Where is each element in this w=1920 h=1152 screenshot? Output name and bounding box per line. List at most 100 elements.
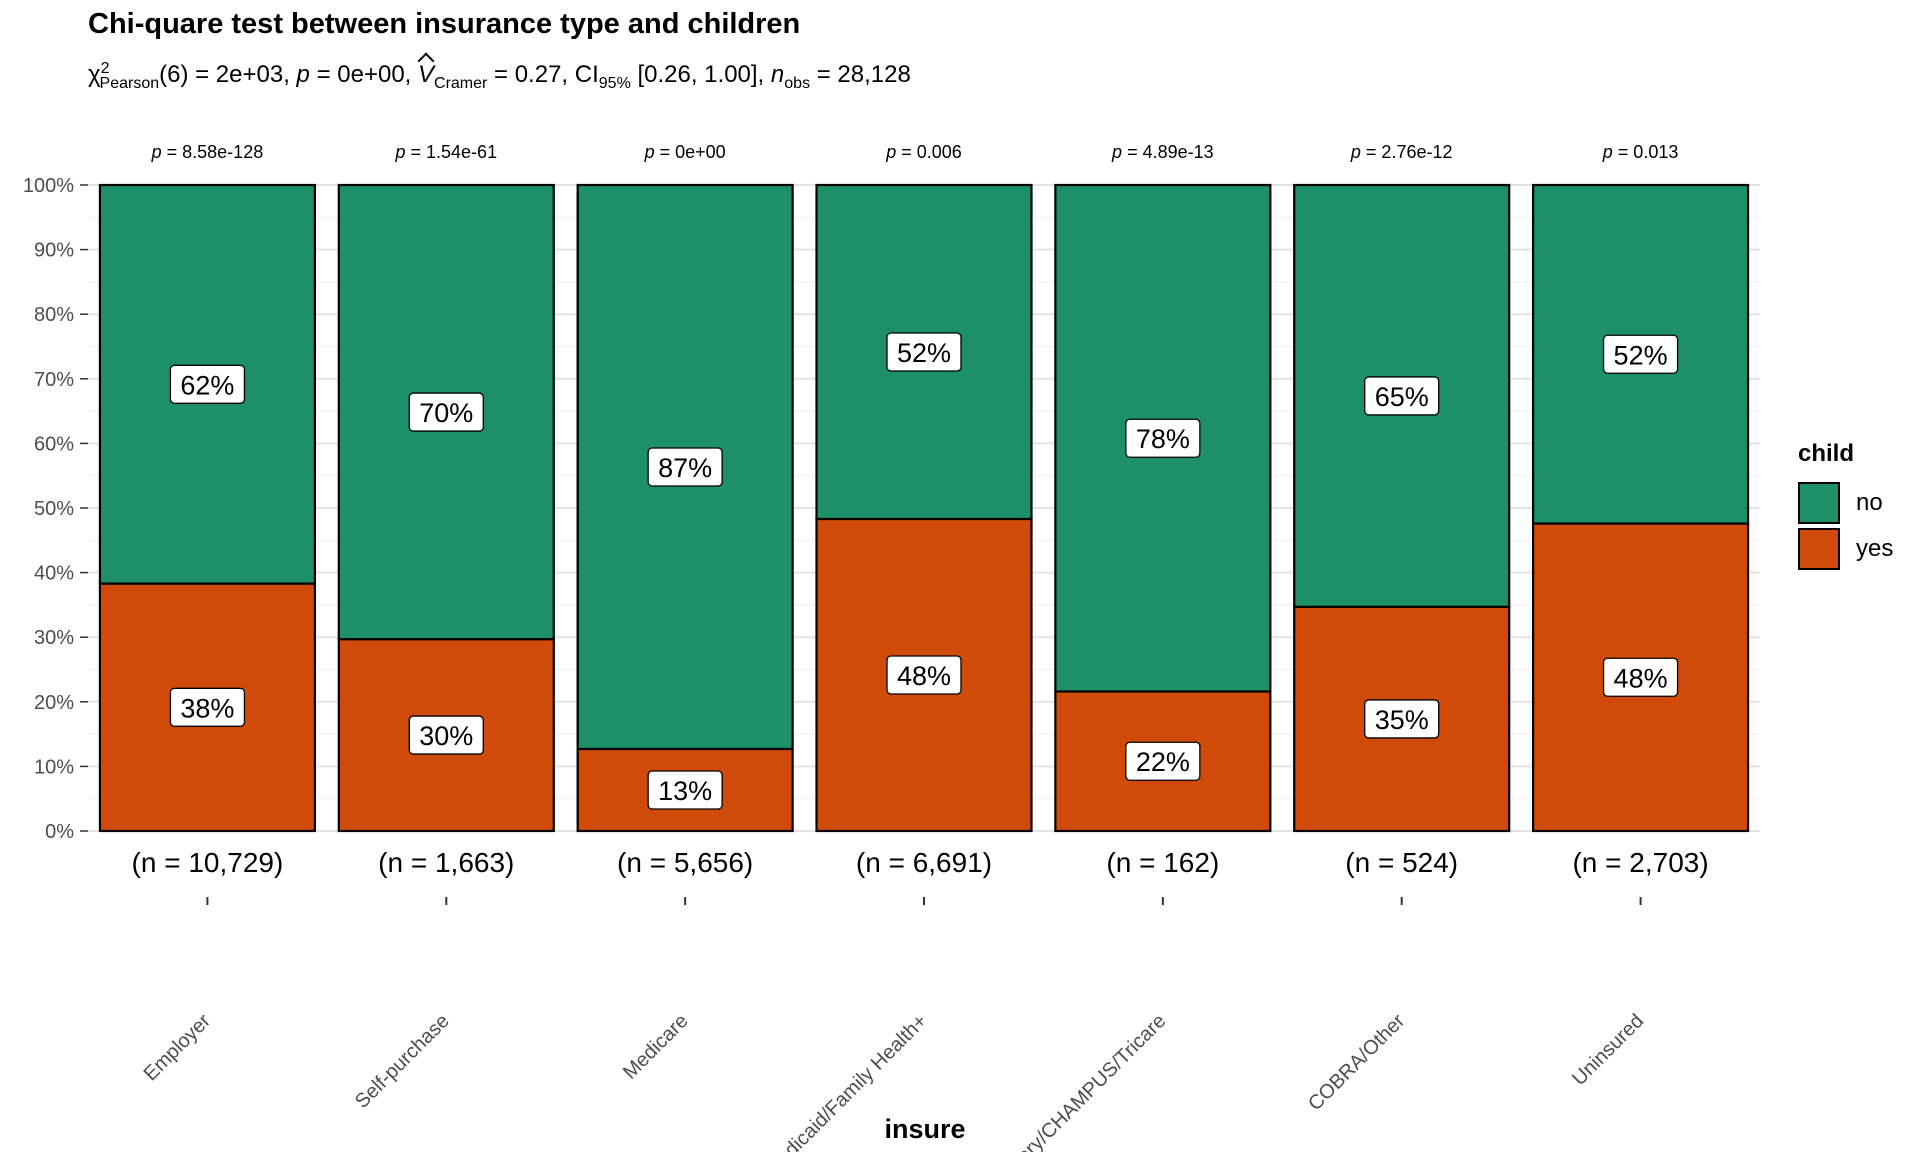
subtitle-part5: = 28,128 (810, 61, 911, 88)
p-value-label: p = 0.013 (1602, 142, 1679, 162)
p-value-label: p = 4.89e-13 (1111, 142, 1214, 162)
p-symbol: p (1350, 142, 1361, 162)
data-label-box (886, 332, 962, 372)
p-symbol: p (394, 142, 405, 162)
y-tick-label: 10% (34, 756, 74, 778)
p-value: = 4.89e-13 (1122, 142, 1214, 162)
data-label-box (1602, 657, 1679, 697)
legend-item-no: no (1798, 480, 1893, 526)
p-value-label: p = 0.006 (885, 142, 962, 162)
data-label-box (1602, 334, 1679, 374)
data-label-box (169, 687, 246, 727)
subtitle-part4: [0.26, 1.00], (630, 61, 771, 88)
data-label-box (1364, 699, 1440, 739)
n-label: (n = 6,691) (856, 847, 992, 878)
legend-label-yes: yes (1856, 535, 1894, 562)
chart-title: Chi-quare test between insurance type an… (88, 8, 801, 40)
legend-swatch-yes (1798, 528, 1840, 570)
data-label: 48% (1614, 663, 1668, 693)
n-label: (n = 2,703) (1572, 847, 1708, 878)
data-label: 78% (1136, 424, 1190, 454)
y-tick-label: 80% (34, 304, 74, 326)
p-value: = 0.006 (896, 142, 962, 162)
subtitle-part3: = 0.27, CI (487, 61, 599, 88)
v-symbol: V (418, 61, 435, 88)
n-label: (n = 5,656) (617, 847, 753, 878)
y-tick-label: 20% (34, 692, 74, 714)
legend-label-no: no (1856, 489, 1883, 516)
data-label: 62% (180, 370, 234, 400)
x-tick-label: Military/CHAMPUS/Tricare (988, 1010, 1170, 1152)
data-label-box (169, 364, 246, 404)
data-label: 87% (658, 453, 712, 483)
chi-subscript: Pearson (99, 74, 160, 92)
legend: child no yes (1798, 440, 1893, 572)
y-tick-label: 30% (34, 627, 74, 649)
p-value: = 0.013 (1613, 142, 1679, 162)
x-tick-label: Self-purchase (351, 1010, 454, 1113)
x-axis-title: insure (884, 1114, 965, 1144)
n-label: (n = 10,729) (132, 847, 284, 878)
data-label: 22% (1136, 747, 1190, 777)
p-value-label: p = 1.54e-61 (394, 142, 497, 162)
legend-title: child (1798, 440, 1855, 467)
data-label: 13% (658, 776, 712, 806)
data-label: 52% (1614, 340, 1668, 370)
data-label-box (408, 392, 484, 432)
p-value: = 0e+00 (655, 142, 726, 162)
p-symbol: p (1111, 142, 1122, 162)
data-label-box (886, 655, 962, 695)
p-symbol: p (885, 142, 896, 162)
v-subscript: Cramer (434, 74, 488, 92)
subtitle-part1: (6) = 2e+03, (159, 61, 297, 88)
y-tick-label: 90% (34, 240, 74, 262)
chi-superscript: 2 (100, 60, 110, 77)
y-tick-label: 50% (34, 498, 74, 520)
p-value-label: p = 0e+00 (644, 142, 726, 162)
data-label-box (1364, 376, 1440, 416)
chi-symbol: χ (88, 61, 101, 88)
legend-item-yes: yes (1798, 526, 1893, 572)
data-label-box (1125, 418, 1201, 458)
legend-swatch-no (1798, 482, 1840, 524)
y-tick-label: 0% (45, 821, 74, 843)
p-symbol: p (296, 61, 310, 88)
x-tick-label: Medicare (619, 1010, 693, 1084)
p-value: = 8.58e-128 (162, 142, 264, 162)
p-symbol: p (151, 142, 162, 162)
y-tick-label: 60% (34, 433, 74, 455)
ci-subscript: 95% (598, 74, 631, 92)
p-value: = 1.54e-61 (406, 142, 498, 162)
n-label: (n = 524) (1345, 847, 1458, 878)
p-symbol: p (1602, 142, 1613, 162)
n-label: (n = 162) (1106, 847, 1219, 878)
y-tick-label: 100% (23, 175, 74, 197)
p-value-label: p = 8.58e-128 (151, 142, 264, 162)
subtitle-part2: = 0e+00, (309, 61, 418, 88)
p-symbol: p (644, 142, 655, 162)
data-label-box (647, 770, 723, 810)
data-label: 70% (419, 398, 473, 428)
n-subscript: obs (784, 74, 811, 92)
y-tick-label: 40% (34, 563, 74, 585)
x-tick-label: COBRA/Other (1304, 1010, 1409, 1115)
x-tick-label: Uninsured (1568, 1010, 1648, 1090)
x-tick-label: Employer (140, 1010, 216, 1086)
y-tick-label: 70% (34, 369, 74, 391)
n-symbol: n (770, 61, 785, 88)
p-value-label: p = 2.76e-12 (1350, 142, 1453, 162)
data-label: 52% (897, 338, 951, 368)
n-label: (n = 1,663) (378, 847, 514, 878)
p-value: = 2.76e-12 (1361, 142, 1453, 162)
data-label: 35% (1375, 705, 1429, 735)
data-label: 38% (180, 693, 234, 723)
data-label-box (647, 447, 723, 487)
bar-segment-no (1054, 183, 1272, 693)
data-label-box (1125, 741, 1201, 781)
data-label: 65% (1375, 382, 1429, 412)
data-label: 48% (897, 661, 951, 691)
data-label: 30% (419, 721, 473, 751)
data-label-box (408, 715, 484, 755)
chart-subtitle: χ2Pearson(6) = 2e+03, p = 0e+00, VCramer… (88, 60, 911, 93)
